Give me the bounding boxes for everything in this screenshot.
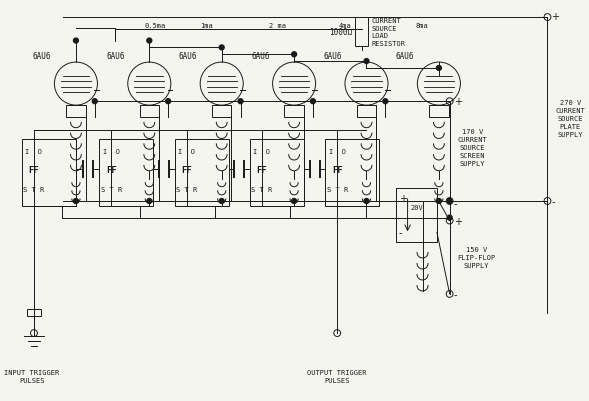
Text: +: + bbox=[454, 97, 462, 107]
Circle shape bbox=[292, 53, 296, 57]
Text: 150 V
FLIP-FLOP
SUPPLY: 150 V FLIP-FLOP SUPPLY bbox=[458, 246, 496, 268]
Circle shape bbox=[219, 46, 224, 51]
Text: FF: FF bbox=[332, 165, 343, 174]
Bar bbox=[429, 106, 449, 117]
Circle shape bbox=[310, 99, 315, 104]
Text: I  O: I O bbox=[25, 149, 42, 155]
Text: FF: FF bbox=[29, 165, 39, 174]
Text: FF: FF bbox=[106, 165, 117, 174]
Bar bbox=[175, 140, 229, 207]
Circle shape bbox=[92, 99, 97, 104]
Text: -: - bbox=[551, 196, 555, 207]
Circle shape bbox=[74, 199, 78, 204]
Circle shape bbox=[447, 199, 452, 204]
Circle shape bbox=[292, 199, 296, 204]
Circle shape bbox=[364, 59, 369, 65]
Text: S T R: S T R bbox=[327, 187, 348, 193]
Text: S T R: S T R bbox=[176, 187, 197, 193]
Bar bbox=[22, 140, 76, 207]
Text: -: - bbox=[454, 198, 457, 209]
Text: -: - bbox=[399, 228, 402, 237]
Text: I  O: I O bbox=[253, 149, 270, 155]
Text: 1ma: 1ma bbox=[200, 23, 213, 29]
Text: 6AU6: 6AU6 bbox=[178, 52, 197, 61]
Circle shape bbox=[447, 216, 452, 221]
Bar bbox=[140, 106, 159, 117]
Bar bbox=[250, 140, 304, 207]
Text: 6AU6: 6AU6 bbox=[396, 52, 415, 61]
Circle shape bbox=[166, 99, 171, 104]
Text: FF: FF bbox=[257, 165, 267, 174]
Circle shape bbox=[383, 99, 388, 104]
Text: 20V: 20V bbox=[410, 205, 423, 211]
Text: S T R: S T R bbox=[101, 187, 122, 193]
Bar bbox=[396, 189, 437, 243]
Circle shape bbox=[238, 99, 243, 104]
Bar bbox=[355, 18, 369, 47]
Text: INPUT TRIGGER
PULSES: INPUT TRIGGER PULSES bbox=[4, 369, 59, 383]
Text: 6AU6: 6AU6 bbox=[323, 52, 342, 61]
Circle shape bbox=[364, 199, 369, 204]
Text: I  O: I O bbox=[329, 149, 346, 155]
Circle shape bbox=[74, 39, 78, 44]
Circle shape bbox=[436, 66, 441, 71]
Text: FF: FF bbox=[181, 165, 192, 174]
Circle shape bbox=[219, 199, 224, 204]
Text: 1000Ω: 1000Ω bbox=[329, 28, 352, 37]
Circle shape bbox=[436, 199, 441, 204]
Text: 170 V
CURRENT
SOURCE
SCREEN
SUPPLY: 170 V CURRENT SOURCE SCREEN SUPPLY bbox=[458, 129, 487, 167]
Bar bbox=[284, 106, 304, 117]
Text: 270 V
CURRENT
SOURCE
PLATE
SUPPLY: 270 V CURRENT SOURCE PLATE SUPPLY bbox=[555, 99, 585, 138]
Text: I  O: I O bbox=[102, 149, 120, 155]
Text: 4ma: 4ma bbox=[339, 23, 352, 29]
Bar bbox=[66, 106, 85, 117]
Text: OUTPUT TRIGGER
PULSES: OUTPUT TRIGGER PULSES bbox=[307, 369, 367, 383]
Text: 6AU6: 6AU6 bbox=[107, 52, 125, 61]
Bar bbox=[212, 106, 231, 117]
Bar bbox=[100, 140, 153, 207]
Circle shape bbox=[147, 39, 152, 44]
Text: +: + bbox=[551, 12, 560, 22]
Circle shape bbox=[147, 199, 152, 204]
Bar bbox=[357, 106, 376, 117]
Bar bbox=[27, 309, 41, 317]
Text: 6AU6: 6AU6 bbox=[33, 52, 51, 61]
Text: 2 ma: 2 ma bbox=[269, 23, 286, 29]
Text: 8ma: 8ma bbox=[415, 23, 428, 29]
Bar bbox=[325, 140, 379, 207]
Text: 6AU6: 6AU6 bbox=[251, 52, 270, 61]
Text: +: + bbox=[454, 216, 462, 226]
Text: 0.5ma: 0.5ma bbox=[144, 23, 166, 29]
Text: CURRENT
SOURCE
LOAD
RESISTOR: CURRENT SOURCE LOAD RESISTOR bbox=[372, 18, 405, 47]
Text: -: - bbox=[454, 289, 457, 299]
Text: +: + bbox=[399, 194, 407, 204]
Text: S T R: S T R bbox=[252, 187, 273, 193]
Text: I  O: I O bbox=[178, 149, 195, 155]
Text: S T R: S T R bbox=[24, 187, 45, 193]
